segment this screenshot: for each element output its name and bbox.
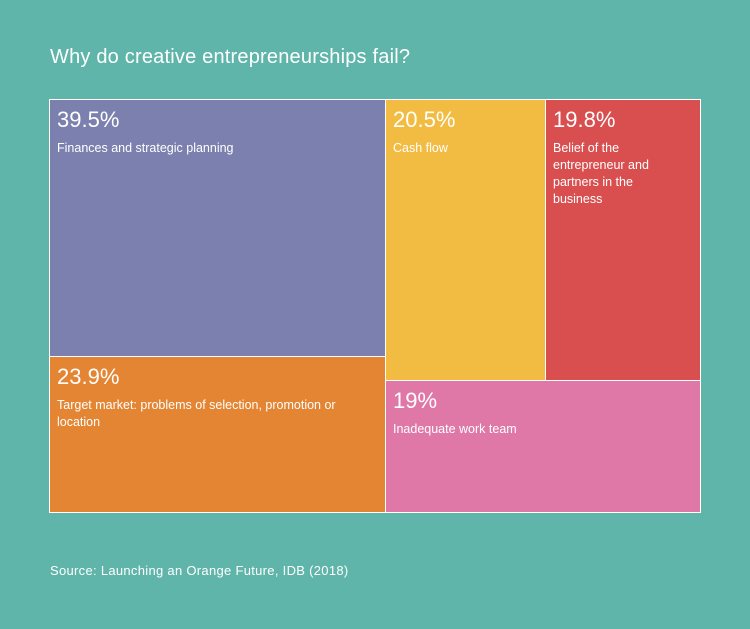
treemap-cell-target-market: 23.9% Target market: problems of selectio… <box>50 357 385 512</box>
treemap-cell-finances: 39.5% Finances and strategic planning <box>50 100 385 356</box>
cell-category-label: Cash flow <box>393 141 448 155</box>
treemap: 39.5% Finances and strategic planning 23.9… <box>49 99 701 513</box>
source-note: Source: Launching an Orange Future, IDB … <box>50 563 349 578</box>
cell-value-label: 23.9% <box>57 364 120 389</box>
treemap-cell-work-team: 19% Inadequate work team <box>386 381 700 512</box>
cell-value-label: 39.5% <box>57 107 120 132</box>
cell-value-label: 19% <box>393 388 438 413</box>
cell-value-label: 20.5% <box>393 107 456 132</box>
treemap-cell-cash-flow: 20.5% Cash flow <box>386 100 545 380</box>
cell-category-label: Belief of the entrepreneur and partners … <box>553 141 649 206</box>
cell-category-label: Finances and strategic planning <box>57 141 234 155</box>
treemap-cell-belief: 19.8% Belief of the entrepreneur and part… <box>546 100 700 380</box>
cell-category-label: Target market: problems of selection, pr… <box>57 398 336 429</box>
chart-title: Why do creative entrepreneurships fail? <box>50 46 411 68</box>
cell-category-label: Inadequate work team <box>393 422 517 436</box>
cell-value-label: 19.8% <box>553 107 616 132</box>
